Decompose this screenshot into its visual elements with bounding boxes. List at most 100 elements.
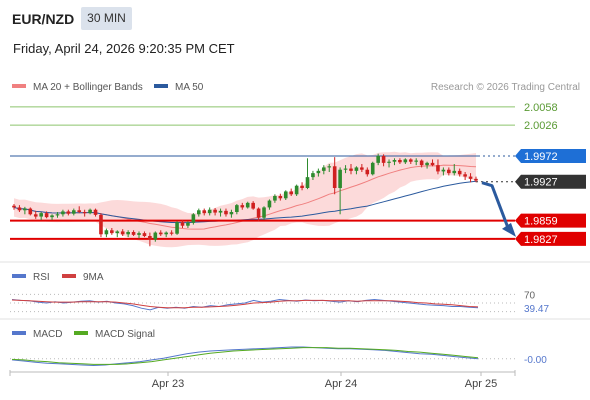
candle-bullish <box>50 215 54 218</box>
candle-bullish <box>403 159 408 163</box>
candle-bearish <box>110 230 114 234</box>
candle-bullish <box>294 185 299 195</box>
candle-bullish <box>322 167 326 171</box>
macd-signal-line <box>11 347 479 365</box>
candle-bearish <box>33 214 38 217</box>
resistance-level-label: 2.0058 <box>524 102 558 114</box>
bollinger-band <box>14 151 476 248</box>
candle-bearish <box>278 196 283 199</box>
candle-bullish <box>137 233 141 235</box>
support-level-tag <box>515 213 586 228</box>
candle-bullish <box>305 177 310 188</box>
pivot-level-label: 1.9972 <box>524 151 558 163</box>
candle-bullish <box>191 214 196 223</box>
candle-bearish <box>447 169 451 174</box>
candle-bearish <box>66 211 71 214</box>
candle-bearish <box>240 205 245 208</box>
candle-bearish <box>419 160 424 166</box>
candle-bearish <box>77 210 82 212</box>
macd-pane: -0.00 <box>10 346 547 367</box>
resistance-level-label: 2.0026 <box>524 120 558 132</box>
candle-bullish <box>186 222 190 226</box>
candle-bullish <box>55 214 60 216</box>
forecast-arrow <box>481 181 510 229</box>
ma50-legend-swatch <box>154 84 168 88</box>
candle-bearish <box>408 159 413 162</box>
candle-bearish <box>120 231 125 235</box>
candle-bearish <box>430 162 435 166</box>
candle-bearish <box>224 210 228 215</box>
candle-bullish <box>316 170 321 174</box>
macd-legend-swatch <box>12 331 26 335</box>
candle-bearish <box>202 210 207 214</box>
rsi-ma-legend-swatch <box>62 274 76 278</box>
candle-bullish <box>343 168 348 170</box>
candle-bullish <box>283 191 288 199</box>
rsi-value-label: 39.47 <box>524 304 549 315</box>
rsi-legend-label: RSI <box>33 272 50 283</box>
support-level-label: 1.9859 <box>524 216 558 228</box>
candle-bearish <box>436 165 440 172</box>
candle-bullish <box>229 212 234 215</box>
candle-bearish <box>82 212 87 214</box>
candle-bullish <box>441 169 446 172</box>
candle-bearish <box>463 174 467 177</box>
candle-bearish <box>99 214 103 235</box>
bollinger-legend-label: MA 20 + Bollinger Bands <box>33 82 143 93</box>
rsi-line <box>11 298 479 311</box>
candle-bearish <box>300 185 304 188</box>
timestamp: Friday, April 24, 2026 9:20:35 PM CET <box>13 41 235 56</box>
candle-bullish <box>39 213 43 217</box>
candle-bullish <box>126 232 130 235</box>
source-credit: Research © 2026 Trading Central <box>431 82 580 93</box>
candle-bullish <box>327 166 332 168</box>
pivot-level-tag <box>515 149 586 163</box>
candle-bearish <box>468 176 473 179</box>
candle-bearish <box>44 213 49 218</box>
candle-bearish <box>17 207 22 211</box>
candle-bullish <box>23 208 27 211</box>
candle-bearish <box>131 232 136 235</box>
rsi-legend: RSI 9MA <box>12 272 104 283</box>
timeframe-badge[interactable]: 30 MIN <box>81 7 132 30</box>
candle-bullish <box>164 232 168 235</box>
candle-bullish <box>218 210 223 213</box>
time-tick-label: Apr 24 <box>325 378 357 390</box>
candle-bullish <box>71 210 76 214</box>
current-level-label: 1.9927 <box>524 177 558 189</box>
candle-bearish <box>148 236 152 240</box>
candle-bearish <box>28 208 33 215</box>
candle-bullish <box>387 161 391 163</box>
candle-bearish <box>169 232 174 234</box>
candle-bearish <box>93 209 98 215</box>
candle-bearish <box>256 208 261 218</box>
macd-legend-label: MACD <box>33 329 62 340</box>
rsi-pane: 70 39.47 <box>10 290 549 315</box>
candle-bullish <box>452 170 457 174</box>
ma20-legend-swatch <box>12 84 26 88</box>
candle-bullish <box>262 207 266 218</box>
candle-bullish <box>115 231 120 234</box>
candle-bearish <box>457 170 462 175</box>
rsi-ma-line <box>11 299 479 309</box>
candle-bullish <box>104 230 109 235</box>
support-level-label: 1.9827 <box>524 234 558 246</box>
candle-bullish <box>61 211 65 215</box>
rsi-level-label: 70 <box>524 290 536 301</box>
candle-bullish <box>425 162 429 166</box>
candle-bearish <box>349 168 353 171</box>
forecast-arrowhead <box>502 222 516 237</box>
candle-bearish <box>474 178 478 181</box>
candle-bullish <box>207 209 212 214</box>
candle-bullish <box>338 169 342 188</box>
candle-bearish <box>251 202 255 209</box>
candle-bullish <box>245 202 250 208</box>
support-level-tag <box>515 231 586 246</box>
candle-bullish <box>197 210 201 215</box>
macd-signal-legend-swatch <box>74 331 88 335</box>
candle-bearish <box>360 167 364 170</box>
candle-bearish <box>398 160 402 163</box>
candle-bullish <box>88 209 92 214</box>
candle-bullish <box>370 162 375 175</box>
candle-bullish <box>267 200 272 208</box>
